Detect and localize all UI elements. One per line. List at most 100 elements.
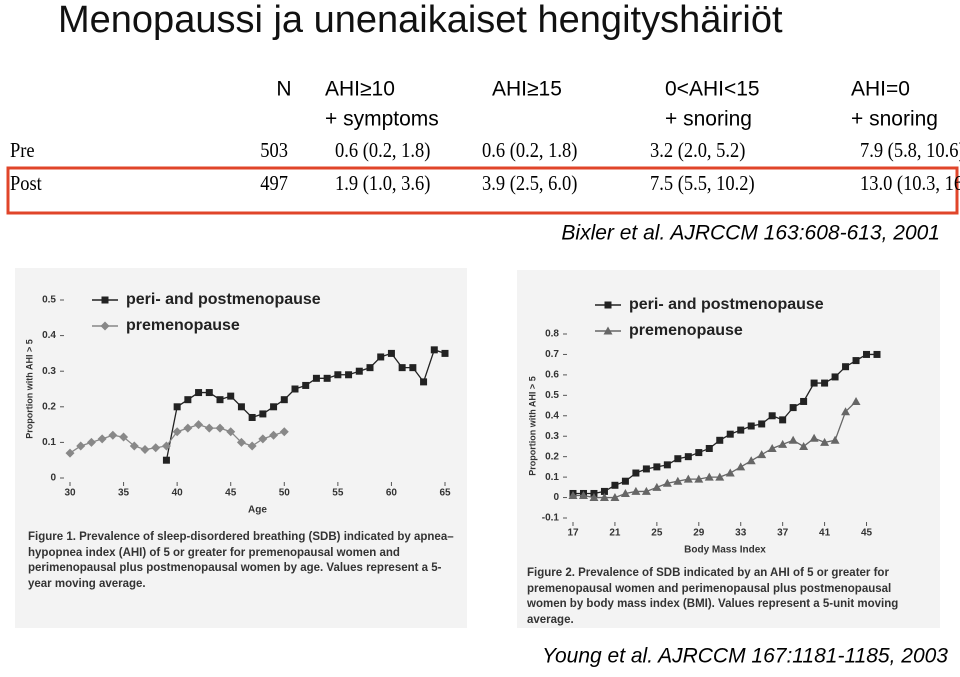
table-cell: 1.9 (1.0, 3.6) (335, 172, 430, 195)
x-tick-label: 17 (567, 528, 579, 539)
y-tick-label: 0.4 (545, 410, 559, 421)
data-point (851, 396, 861, 405)
x-tick-label: 29 (693, 528, 705, 539)
y-tick-label: 0.2 (545, 451, 559, 462)
data-point (863, 350, 871, 358)
data-point (641, 486, 651, 495)
table-cell: 0.6 (0.2, 1.8) (335, 139, 430, 162)
table-cell: 0.6 (0.2, 1.8) (482, 139, 577, 162)
data-point (830, 435, 840, 444)
y-tick-label: 0.1 (42, 437, 56, 448)
data-point (162, 456, 170, 464)
data-point (441, 349, 449, 357)
data-point (810, 379, 818, 387)
slide-title: Menopaussi ja unenaikaiset hengityshäiri… (58, 0, 783, 41)
data-point (215, 423, 225, 433)
data-point (151, 443, 161, 453)
data-point (183, 423, 193, 433)
table-cell: 497 (260, 172, 288, 195)
data-point (279, 427, 289, 437)
data-point (173, 403, 181, 411)
column-header: + symptoms (325, 108, 439, 131)
figure-caption: Figure 1. Prevalence of sleep-disordered… (28, 531, 454, 590)
figure-panel (517, 270, 940, 628)
data-point (841, 407, 851, 416)
data-point (767, 443, 777, 452)
x-axis-label: Age (248, 505, 267, 516)
y-tick-label: 0.5 (545, 390, 559, 401)
data-point (662, 478, 672, 487)
x-tick-label: 37 (777, 528, 789, 539)
column-header: AHI≥10 (325, 78, 395, 101)
data-point (323, 374, 331, 382)
data-point (97, 434, 107, 444)
data-point (768, 412, 776, 420)
data-point (716, 436, 724, 444)
data-point (873, 350, 881, 358)
data-point (334, 371, 342, 379)
data-point (684, 453, 692, 461)
data-point (746, 456, 756, 465)
data-point (621, 477, 629, 485)
column-header: N (276, 78, 291, 101)
x-tick-label: 60 (386, 488, 398, 499)
x-tick-label: 45 (861, 528, 873, 539)
y-axis-label: Proportion with AHI > 5 (527, 376, 537, 475)
data-point (757, 450, 767, 459)
data-point (599, 493, 609, 502)
data-point (725, 468, 735, 477)
data-point (312, 374, 320, 382)
table-cell: 7.5 (5.5, 10.2) (650, 172, 755, 195)
legend-marker (100, 321, 110, 331)
x-tick-label: 21 (609, 528, 621, 539)
x-axis-label: Body Mass Index (684, 545, 766, 556)
figure-caption: Figure 2. Prevalence of SDB indicated by… (527, 567, 899, 626)
data-point (247, 441, 257, 451)
data-point (270, 403, 278, 411)
data-point (852, 357, 860, 365)
data-point (820, 437, 830, 446)
data-point (695, 449, 703, 457)
figure-panel (15, 268, 467, 628)
legend-marker (603, 326, 613, 335)
data-point (161, 441, 171, 451)
data-point (568, 491, 578, 500)
data-point (578, 491, 588, 500)
x-tick-label: 33 (735, 528, 747, 539)
data-point (86, 437, 96, 447)
x-tick-label: 25 (651, 528, 663, 539)
row-label: Pre (10, 139, 35, 162)
data-point (291, 385, 299, 393)
table-cell: 7.9 (5.8, 10.6) (860, 139, 960, 162)
table-cell: 3.2 (2.0, 5.2) (650, 139, 745, 162)
data-point (600, 487, 608, 495)
data-point (387, 349, 395, 357)
data-point (269, 430, 279, 440)
data-point (800, 397, 808, 405)
column-header: + snoring (851, 108, 938, 131)
data-point (366, 364, 374, 372)
data-point (779, 416, 787, 424)
data-point (694, 474, 704, 483)
y-tick-label: 0.1 (545, 472, 559, 483)
data-point (715, 472, 725, 481)
data-point (140, 445, 150, 455)
x-tick-label: 55 (332, 488, 344, 499)
x-tick-label: 41 (819, 528, 831, 539)
data-point (172, 427, 182, 437)
data-point (398, 364, 406, 372)
data-point (259, 410, 267, 418)
y-tick-label: 0.8 (545, 329, 559, 340)
citation: Young et al. AJRCCM 167:1181-1185, 2003 (542, 645, 948, 668)
x-tick-label: 35 (118, 488, 130, 499)
x-tick-label: 50 (279, 488, 291, 499)
x-tick-label: 65 (439, 488, 451, 499)
y-tick-label: 0 (50, 473, 56, 484)
table-cell: 503 (260, 139, 288, 162)
data-point (653, 463, 661, 471)
y-tick-label: 0.2 (42, 401, 56, 412)
x-tick-label: 45 (225, 488, 237, 499)
data-point (227, 392, 235, 400)
legend-label: peri- and postmenopause (629, 296, 824, 313)
